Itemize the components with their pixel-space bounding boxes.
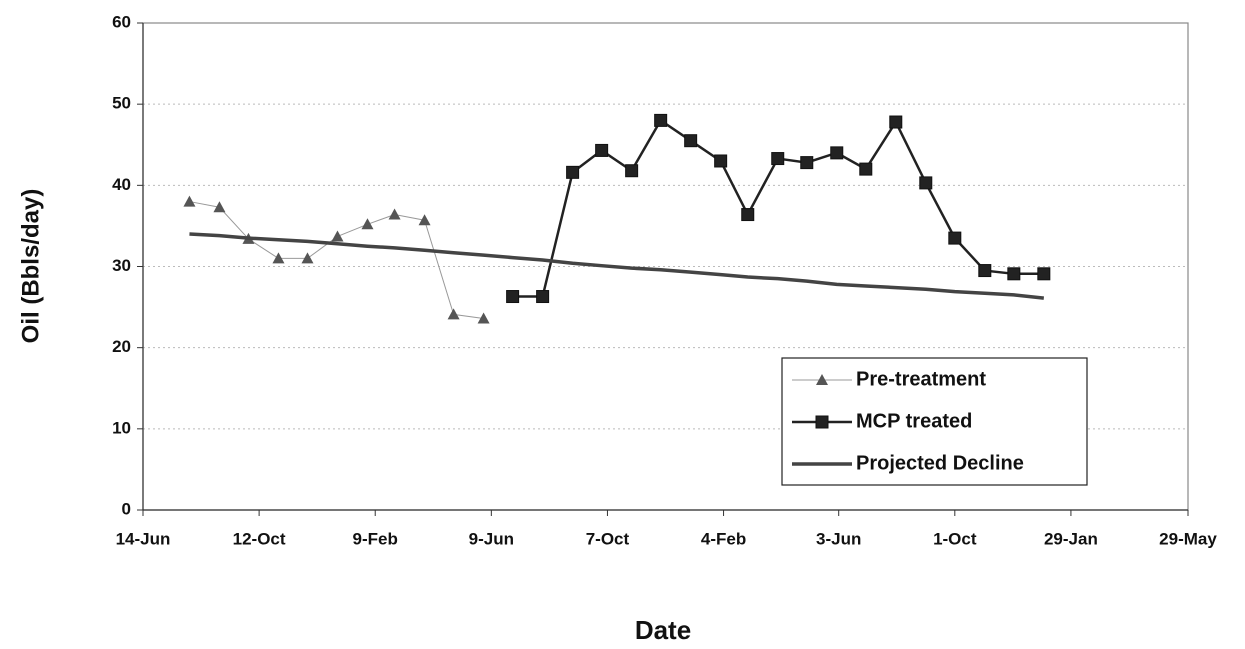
marker bbox=[654, 113, 668, 127]
marker bbox=[830, 146, 844, 160]
marker bbox=[477, 312, 490, 324]
marker bbox=[859, 162, 873, 176]
y-tick-label: 50 bbox=[112, 94, 131, 113]
marker bbox=[272, 252, 285, 264]
x-axis-label: Date bbox=[635, 615, 691, 645]
marker bbox=[1007, 267, 1021, 281]
marker bbox=[1037, 267, 1051, 281]
x-tick-label: 9-Jun bbox=[469, 529, 514, 548]
x-tick-label: 12-Oct bbox=[233, 529, 286, 548]
marker bbox=[447, 308, 460, 320]
x-tick-label: 9-Feb bbox=[353, 529, 398, 548]
x-tick-label: 3-Jun bbox=[816, 529, 861, 548]
x-tick-label: 4-Feb bbox=[701, 529, 746, 548]
marker bbox=[889, 115, 903, 129]
marker bbox=[595, 143, 609, 157]
y-tick-label: 60 bbox=[112, 12, 131, 31]
marker bbox=[771, 152, 785, 166]
marker bbox=[948, 231, 962, 245]
marker bbox=[418, 214, 431, 226]
marker bbox=[388, 208, 401, 220]
x-tick-label: 1-Oct bbox=[933, 529, 977, 548]
marker bbox=[536, 290, 550, 304]
y-tick-label: 10 bbox=[112, 418, 131, 437]
marker bbox=[301, 252, 314, 264]
marker bbox=[714, 154, 728, 168]
series-line bbox=[189, 232, 1045, 300]
marker bbox=[800, 156, 814, 170]
marker bbox=[331, 230, 344, 242]
marker bbox=[566, 165, 580, 179]
x-tick-label: 7-Oct bbox=[586, 529, 630, 548]
marker bbox=[361, 218, 374, 230]
marker bbox=[213, 201, 226, 213]
x-tick-label: 29-May bbox=[1159, 529, 1217, 548]
x-tick-label: 29-Jan bbox=[1044, 529, 1098, 548]
marker bbox=[978, 264, 992, 278]
y-axis-label: Oil (Bbls/day) bbox=[17, 189, 44, 344]
y-tick-label: 20 bbox=[112, 337, 131, 356]
marker bbox=[684, 134, 698, 148]
marker bbox=[816, 374, 828, 385]
y-tick-label: 30 bbox=[112, 256, 131, 275]
legend-label: Projected Decline bbox=[856, 452, 1024, 474]
x-tick-label: 14-Jun bbox=[116, 529, 171, 548]
legend-label: MCP treated bbox=[856, 410, 972, 432]
legend-label: Pre-treatment bbox=[856, 368, 986, 390]
marker bbox=[625, 164, 639, 178]
marker bbox=[506, 290, 520, 304]
marker bbox=[919, 176, 933, 190]
y-tick-label: 40 bbox=[112, 175, 131, 194]
marker bbox=[183, 195, 196, 207]
y-tick-label: 0 bbox=[122, 499, 131, 518]
marker bbox=[741, 208, 755, 222]
marker bbox=[815, 415, 829, 429]
